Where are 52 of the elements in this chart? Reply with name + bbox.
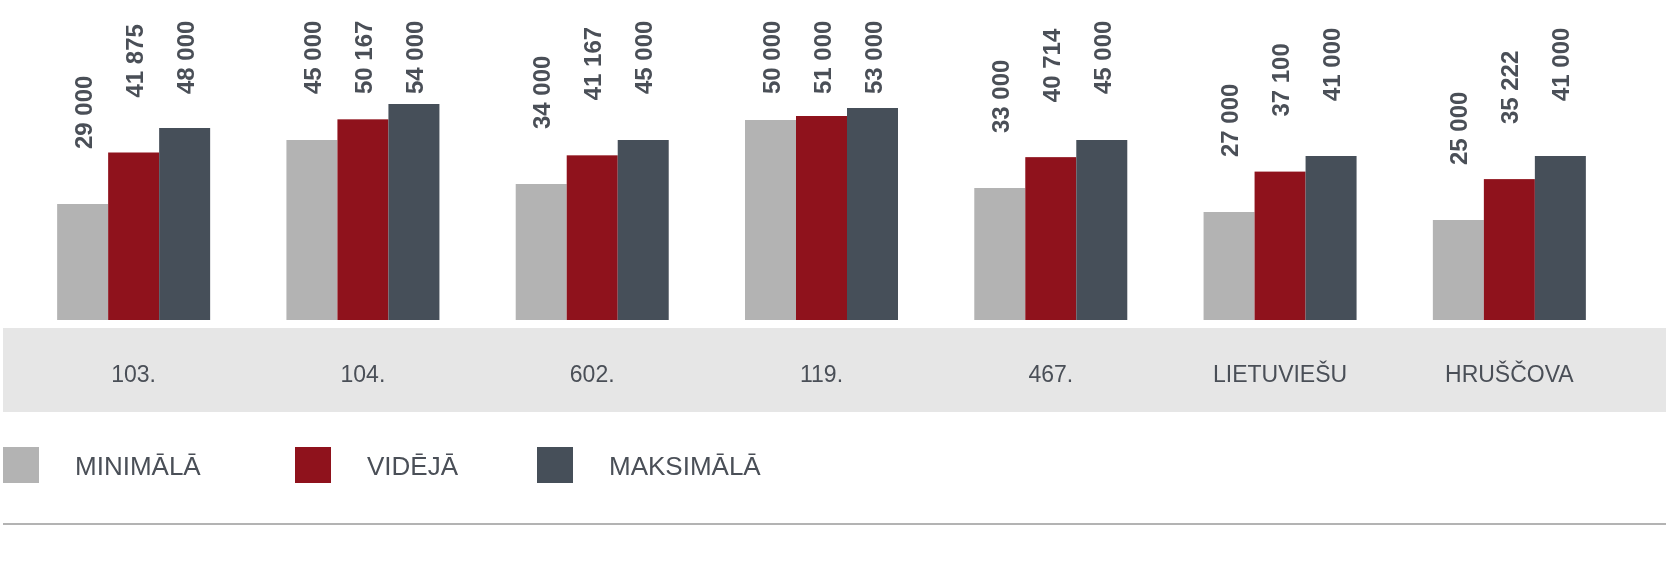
bar xyxy=(974,188,1026,320)
bar xyxy=(1203,212,1255,320)
data-label: 45 000 xyxy=(1088,20,1116,94)
bar xyxy=(159,128,211,320)
data-label: 25 000 xyxy=(1445,91,1473,165)
bar xyxy=(388,104,440,320)
data-label: 50 167 xyxy=(349,20,377,94)
data-label: 51 000 xyxy=(808,20,836,94)
data-label: 34 000 xyxy=(528,55,556,129)
bar xyxy=(566,155,618,320)
legend-label: VIDĒJĀ xyxy=(367,451,459,481)
bar xyxy=(1305,156,1357,320)
bar xyxy=(1254,171,1306,320)
data-label: 29 000 xyxy=(69,75,97,149)
data-label: 48 000 xyxy=(171,20,199,94)
x-tick-label: 467. xyxy=(1028,361,1074,387)
bar xyxy=(337,119,389,320)
x-tick-label: 103. xyxy=(111,361,157,387)
data-label: 37 100 xyxy=(1267,43,1295,117)
data-label: 54 000 xyxy=(400,20,428,94)
data-label: 45 000 xyxy=(298,20,326,94)
bar xyxy=(1534,156,1586,320)
data-label: 45 000 xyxy=(630,20,658,94)
bar xyxy=(745,120,796,320)
data-label: 33 000 xyxy=(986,59,1014,133)
bar xyxy=(617,140,669,320)
bar xyxy=(515,184,567,320)
bar xyxy=(108,152,160,320)
bar xyxy=(1025,157,1077,320)
data-label: 53 000 xyxy=(859,20,887,94)
data-label: 41 000 xyxy=(1318,27,1346,101)
bar xyxy=(57,204,109,320)
data-label: 27 000 xyxy=(1216,83,1244,157)
bar xyxy=(286,140,338,320)
x-tick-label: 602. xyxy=(569,361,615,387)
legend-label: MINIMĀLĀ xyxy=(75,451,202,481)
bar xyxy=(847,108,898,320)
data-label: 50 000 xyxy=(757,20,785,94)
x-tick-label: 119. xyxy=(799,361,844,387)
x-tick-label: 104. xyxy=(340,361,386,387)
x-tick-label: HRUŠČOVA xyxy=(1445,360,1575,387)
bar xyxy=(1432,220,1484,320)
data-label: 41 875 xyxy=(120,24,148,98)
bar xyxy=(1076,140,1128,320)
legend-label: MAKSIMĀLĀ xyxy=(609,451,762,481)
data-label: 41 167 xyxy=(579,26,607,101)
data-label: 41 000 xyxy=(1547,27,1575,101)
bar xyxy=(1483,179,1535,320)
data-label: 40 714 xyxy=(1037,28,1065,103)
x-tick-label: LIETUVIEŠU xyxy=(1212,360,1348,387)
bar xyxy=(796,116,847,320)
data-label: 35 222 xyxy=(1496,50,1524,125)
